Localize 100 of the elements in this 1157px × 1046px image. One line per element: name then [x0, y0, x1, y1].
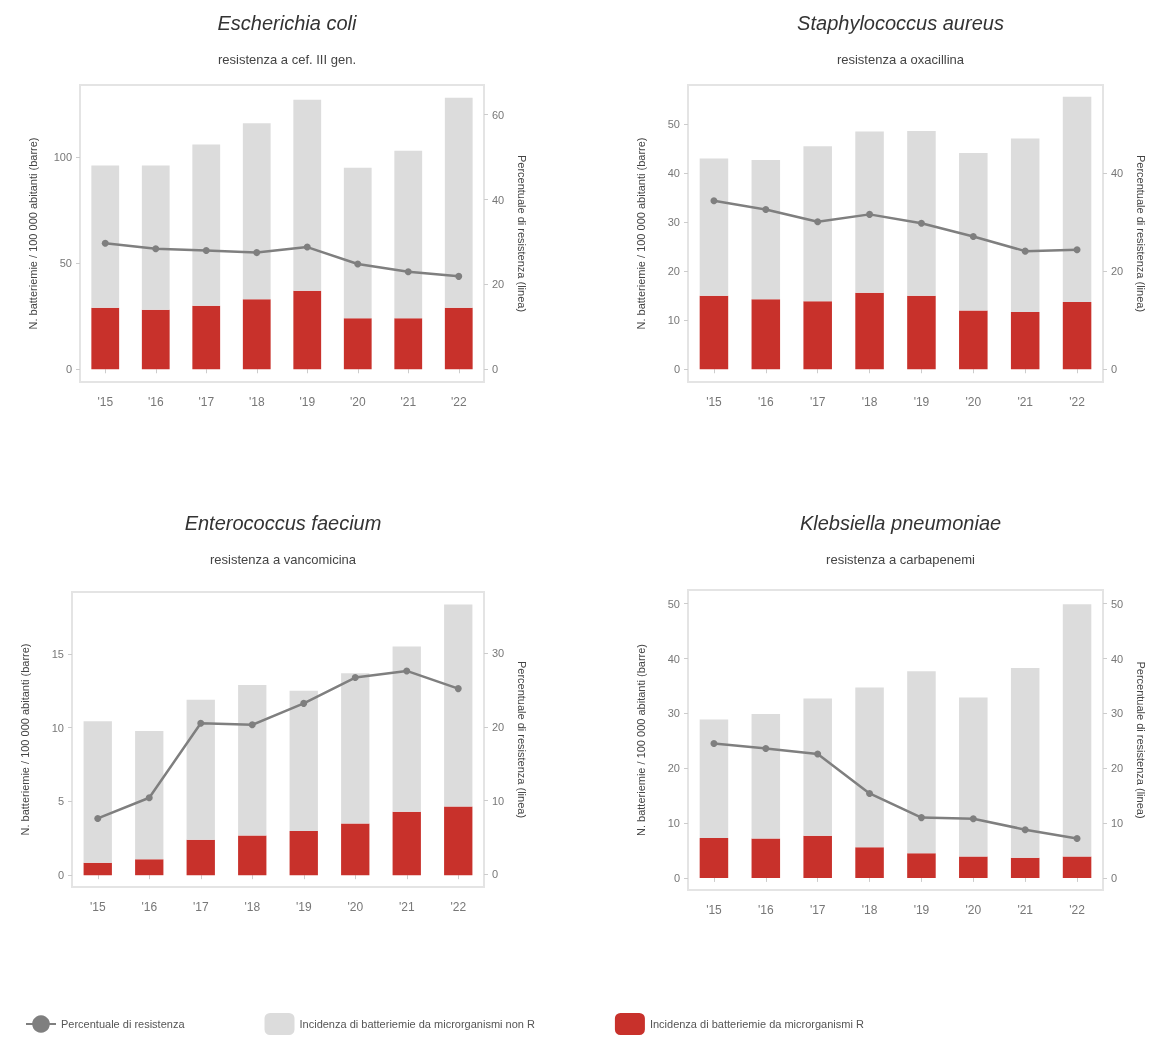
- y2-tick-label: 60: [492, 108, 505, 121]
- y-tick-label: 0: [65, 363, 72, 376]
- point: [866, 210, 874, 218]
- y-tick-label: 50: [667, 597, 680, 610]
- x-tick-label: '16: [757, 395, 774, 409]
- y-tick-label: 40: [667, 167, 680, 180]
- bar: [855, 847, 884, 878]
- y2-tick-label: 0: [492, 868, 499, 881]
- bar: [341, 823, 370, 876]
- y-tick-label: 20: [667, 265, 680, 278]
- bar: [803, 146, 832, 302]
- point: [710, 197, 718, 205]
- y-tick-label: 10: [667, 817, 680, 830]
- bar: [343, 167, 372, 319]
- point: [762, 745, 770, 752]
- x-tick-label: '19: [299, 395, 316, 409]
- x-tick-label: '22: [1069, 903, 1086, 917]
- x-tick-label: '20: [347, 900, 364, 914]
- y-tick-label: 5: [57, 795, 64, 808]
- bar: [1062, 604, 1092, 857]
- chart-subtitle: resistenza a cef. III gen.: [217, 52, 357, 67]
- bar: [192, 305, 221, 370]
- x-tick-label: '21: [400, 395, 417, 409]
- x-tick-label: '18: [861, 903, 878, 917]
- point: [1073, 246, 1081, 254]
- y2-tick-label: 20: [1111, 762, 1124, 775]
- point: [917, 814, 925, 822]
- x-tick-label: '17: [198, 395, 215, 409]
- x-tick-label: '19: [913, 395, 930, 409]
- bar: [699, 719, 729, 838]
- x-tick-label: '21: [1017, 903, 1034, 917]
- bar: [293, 290, 322, 370]
- point: [969, 232, 977, 240]
- bar: [289, 830, 318, 876]
- x-tick-label: '19: [295, 900, 312, 914]
- point: [1021, 826, 1029, 834]
- x-tick-label: '20: [965, 903, 982, 917]
- bar: [855, 687, 884, 848]
- bar: [394, 150, 423, 319]
- bar: [699, 295, 729, 370]
- y2-tick-label: 0: [1111, 363, 1118, 376]
- x-tick-label: '17: [809, 395, 826, 409]
- x-tick-label: '16: [141, 900, 158, 914]
- bar: [341, 673, 370, 824]
- bar: [907, 671, 936, 854]
- point: [253, 249, 261, 257]
- x-tick-label: '21: [398, 900, 415, 914]
- point: [866, 789, 874, 797]
- bar: [444, 97, 473, 308]
- bar: [392, 646, 421, 812]
- point: [710, 740, 718, 748]
- x-tick-label: '16: [147, 395, 164, 409]
- y2-tick-label: 40: [1111, 652, 1124, 665]
- y-tick-label: 40: [667, 652, 680, 665]
- bar: [855, 131, 884, 293]
- bar: [444, 806, 473, 876]
- bar: [186, 699, 215, 840]
- y2-tick-label: 30: [1111, 707, 1124, 720]
- bar: [1010, 138, 1040, 312]
- point: [403, 667, 411, 675]
- bar: [959, 153, 988, 311]
- bar: [289, 690, 318, 831]
- y-axis-title: N. batteriemie / 100 000 abitanti (barre): [18, 643, 31, 836]
- y-axis-title: N. batteriemie / 100 000 abitanti (barre): [634, 137, 647, 330]
- x-tick-label: '18: [248, 395, 265, 409]
- x-tick-label: '22: [450, 395, 467, 409]
- point: [248, 721, 256, 729]
- legend-label: Incidenza di batteriemie da microrganismi non R: [299, 1018, 535, 1030]
- point: [351, 674, 359, 682]
- y2-tick-label: 40: [492, 193, 505, 206]
- point: [917, 219, 925, 227]
- y2-tick-label: 40: [1111, 167, 1124, 180]
- bar: [803, 698, 832, 836]
- x-tick-label: '22: [450, 900, 467, 914]
- bar: [1062, 856, 1092, 878]
- point: [354, 260, 362, 268]
- point: [303, 243, 311, 251]
- x-tick-label: '20: [349, 395, 366, 409]
- x-tick-label: '15: [89, 900, 106, 914]
- bar: [135, 859, 164, 876]
- bar: [959, 697, 988, 857]
- bar: [141, 309, 170, 370]
- point: [152, 245, 160, 253]
- y-tick-label: 30: [667, 707, 680, 720]
- y-tick-label: 100: [53, 151, 72, 164]
- bar: [1062, 96, 1092, 303]
- bar: [1062, 302, 1092, 370]
- legend-label: Incidenza di batteriemie da microrganismi R: [649, 1018, 864, 1030]
- y2-axis-title: Percentuale di resistenza (linea): [1134, 661, 1147, 819]
- bar: [83, 721, 112, 863]
- x-tick-label: '17: [192, 900, 209, 914]
- chart-title: Klebsiella pneumoniae: [799, 512, 1002, 534]
- bar: [83, 862, 112, 876]
- bar: [293, 99, 322, 291]
- bar: [751, 713, 781, 839]
- x-tick-label: '18: [244, 900, 261, 914]
- bar: [699, 158, 729, 296]
- bar: [444, 604, 473, 807]
- bar: [959, 310, 988, 370]
- x-tick-label: '17: [809, 903, 826, 917]
